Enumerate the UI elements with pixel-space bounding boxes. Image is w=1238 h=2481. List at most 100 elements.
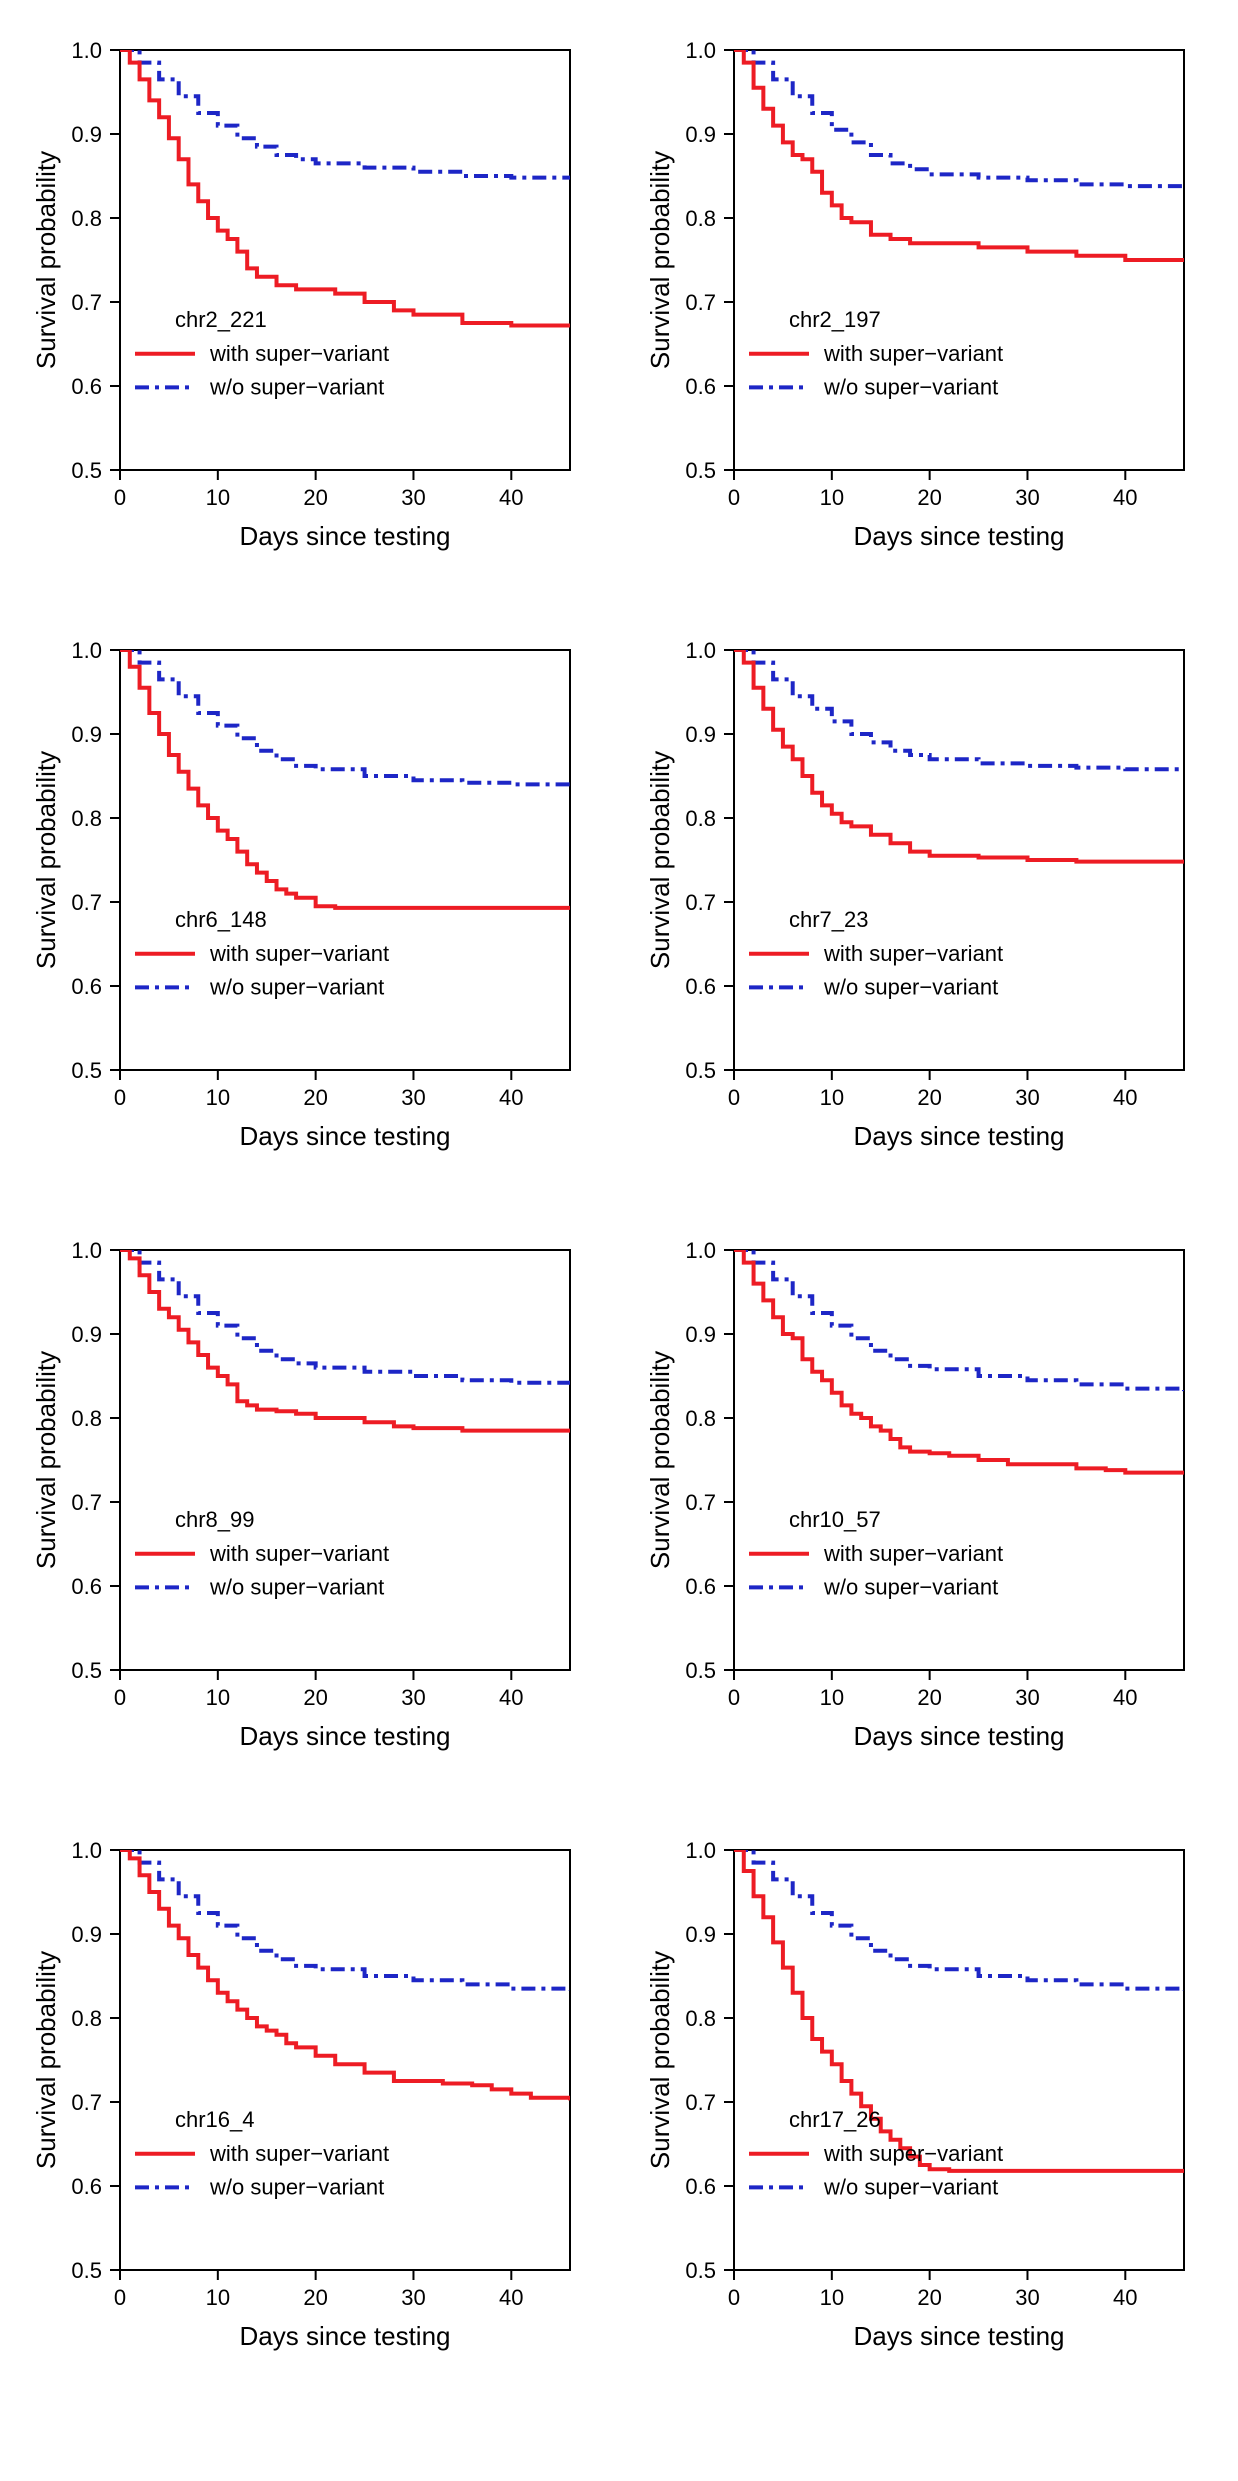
x-tick-label: 0 — [114, 485, 126, 510]
y-tick-label: 0.6 — [71, 974, 102, 999]
survival-panel: 0102030400.50.60.70.80.91.0Days since te… — [20, 620, 604, 1180]
survival-chart: 0102030400.50.60.70.80.91.0Days since te… — [20, 620, 600, 1180]
x-tick-label: 10 — [206, 485, 230, 510]
y-tick-label: 0.8 — [685, 2006, 716, 2031]
y-tick-label: 0.7 — [71, 290, 102, 315]
x-tick-label: 30 — [1015, 2285, 1039, 2310]
y-tick-label: 1.0 — [685, 38, 716, 63]
y-tick-label: 0.6 — [685, 2174, 716, 2199]
x-tick-label: 40 — [499, 2285, 523, 2310]
legend-without-variant: w/o super−variant — [823, 2174, 998, 2199]
y-tick-label: 0.7 — [71, 2090, 102, 2115]
x-tick-label: 20 — [917, 1085, 941, 1110]
x-tick-label: 30 — [1015, 485, 1039, 510]
y-tick-label: 1.0 — [685, 1238, 716, 1263]
y-tick-label: 0.6 — [685, 974, 716, 999]
x-tick-label: 30 — [401, 2285, 425, 2310]
legend-without-variant: w/o super−variant — [823, 1574, 998, 1599]
survival-panel: 0102030400.50.60.70.80.91.0Days since te… — [634, 1820, 1218, 2380]
y-tick-label: 0.7 — [685, 290, 716, 315]
x-tick-label: 10 — [206, 1685, 230, 1710]
y-tick-label: 0.9 — [71, 1322, 102, 1347]
y-tick-label: 0.5 — [71, 2258, 102, 2283]
survival-chart: 0102030400.50.60.70.80.91.0Days since te… — [634, 20, 1214, 580]
x-tick-label: 10 — [820, 485, 844, 510]
y-tick-label: 0.9 — [685, 722, 716, 747]
y-tick-label: 0.9 — [685, 1922, 716, 1947]
x-tick-label: 10 — [820, 1685, 844, 1710]
survival-chart: 0102030400.50.60.70.80.91.0Days since te… — [20, 1820, 600, 2380]
y-tick-label: 0.7 — [71, 1490, 102, 1515]
panel-title: chr7_23 — [789, 907, 869, 932]
legend-with-variant: with super−variant — [823, 2141, 1003, 2166]
y-tick-label: 1.0 — [71, 638, 102, 663]
y-tick-label: 0.5 — [71, 458, 102, 483]
y-tick-label: 0.9 — [685, 1322, 716, 1347]
x-tick-label: 0 — [728, 1085, 740, 1110]
y-tick-label: 0.5 — [685, 458, 716, 483]
x-tick-label: 0 — [728, 2285, 740, 2310]
survival-chart: 0 10 20 30 40 0.5 0.6 0.7 0.8 0.9 1.0 Days since te… — [634, 1220, 1214, 1780]
x-tick-label: 0 — [114, 1085, 126, 1110]
x-tick-label: 20 — [303, 485, 327, 510]
x-tick-label: 20 — [303, 1085, 327, 1110]
y-tick-label: 0.5 — [685, 2258, 716, 2283]
x-tick-label: 20 — [917, 2285, 941, 2310]
y-tick-label: 0.9 — [71, 122, 102, 147]
x-tick-label: 20 — [303, 2285, 327, 2310]
legend-with-variant: with super−variant — [209, 2141, 389, 2166]
y-axis-label: Survival probability — [31, 751, 61, 969]
y-tick-label: 0.9 — [71, 722, 102, 747]
y-tick-label: 0.7 — [71, 890, 102, 915]
legend-without-variant: w/o super−variant — [209, 374, 384, 399]
x-tick-label: 30 — [1015, 1685, 1039, 1710]
y-tick-label: 0.7 — [685, 1490, 716, 1515]
y-tick-label: 0.5 — [71, 1058, 102, 1083]
y-tick-label: 0.8 — [71, 1406, 102, 1431]
x-axis-label: Days since testing — [854, 1721, 1065, 1751]
panel-title: chr16_4 — [175, 2107, 255, 2132]
y-axis-label: Survival probability — [31, 1351, 61, 1569]
x-tick-label: 10 — [820, 2285, 844, 2310]
x-tick-label: 20 — [303, 1685, 327, 1710]
survival-panel: 0102030400.50.60.70.80.91.0Days since te… — [20, 1220, 604, 1780]
y-axis-label: Survival probability — [645, 1351, 675, 1569]
x-tick-label: 40 — [1113, 2285, 1137, 2310]
x-tick-label: 40 — [1113, 485, 1137, 510]
legend-without-variant: w/o super−variant — [823, 374, 998, 399]
y-tick-label: 0.5 — [685, 1658, 716, 1683]
x-tick-label: 40 — [1113, 1685, 1137, 1710]
panel-title: chr17_26 — [789, 2107, 881, 2132]
y-tick-label: 0.8 — [71, 2006, 102, 2031]
figure-grid: 0 10 20 30 40 0.5 0.6 0.7 0.8 0.9 1.0 Days since te… — [20, 20, 1218, 2380]
y-tick-label: 0.8 — [685, 1406, 716, 1431]
x-tick-label: 10 — [206, 2285, 230, 2310]
legend-without-variant: w/o super−variant — [209, 2174, 384, 2199]
y-tick-label: 1.0 — [685, 1838, 716, 1863]
x-tick-label: 30 — [1015, 1085, 1039, 1110]
survival-panel: 0102030400.50.60.70.80.91.0Days since te… — [20, 1820, 604, 2380]
y-tick-label: 0.8 — [71, 806, 102, 831]
x-tick-label: 30 — [401, 1085, 425, 1110]
y-tick-label: 0.6 — [685, 1574, 716, 1599]
panel-title: chr2_197 — [789, 307, 881, 332]
x-tick-label: 40 — [499, 485, 523, 510]
survival-chart: 0102030400.50.60.70.80.91.0Days since te… — [634, 620, 1214, 1180]
x-axis-label: Days since testing — [854, 521, 1065, 551]
x-tick-label: 20 — [917, 1685, 941, 1710]
survival-panel: 0102030400.50.60.70.80.91.0Days since te… — [634, 620, 1218, 1180]
legend-with-variant: with super−variant — [209, 941, 389, 966]
y-tick-label: 0.6 — [685, 374, 716, 399]
x-axis-label: Days since testing — [240, 1721, 451, 1751]
survival-panel: 0 10 20 30 40 0.5 0.6 0.7 0.8 0.9 1.0 Days since te… — [634, 1220, 1218, 1780]
x-tick-label: 0 — [728, 1685, 740, 1710]
y-tick-label: 0.6 — [71, 1574, 102, 1599]
y-axis-label: Survival probability — [645, 751, 675, 969]
x-axis-label: Days since testing — [854, 1121, 1065, 1151]
y-tick-label: 0.6 — [71, 2174, 102, 2199]
x-axis-label: Days since testing — [240, 1121, 451, 1151]
y-tick-label: 0.8 — [685, 806, 716, 831]
panel-title: chr6_148 — [175, 907, 267, 932]
y-axis-label: Survival probability — [31, 151, 61, 369]
x-tick-label: 0 — [114, 1685, 126, 1710]
